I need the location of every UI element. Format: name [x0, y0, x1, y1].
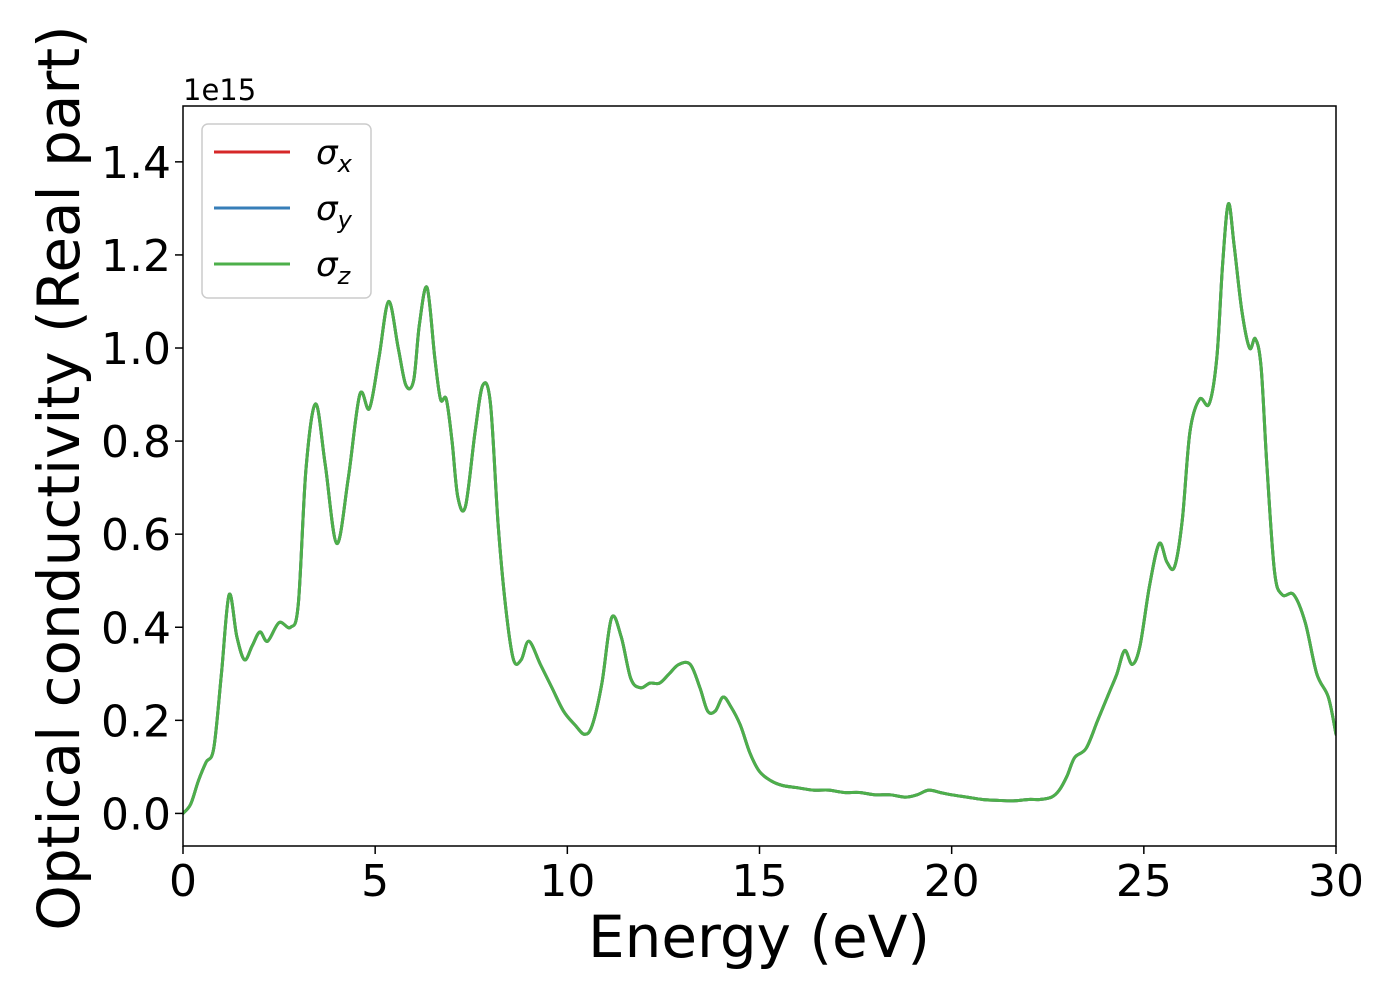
legend-subscript: y [337, 206, 353, 234]
legend-label: σz [316, 245, 352, 290]
x-tick-label: 25 [1116, 856, 1172, 907]
y-tick-label: 1.2 [101, 231, 171, 282]
x-tick-label: 30 [1308, 856, 1364, 907]
y-tick-label: 0.8 [101, 417, 171, 468]
legend-symbol: σ [316, 133, 339, 173]
x-axis: 0 5 10 15 20 25 30 [169, 846, 1364, 907]
y-tick-label: 0.6 [101, 510, 171, 561]
legend-subscript: x [337, 150, 353, 178]
x-tick-label: 0 [169, 856, 197, 907]
y-axis: 0.0 0.2 0.4 0.6 0.8 1.0 1.2 1.4 [101, 138, 183, 840]
series-layer [183, 202, 1336, 815]
y-tick-label: 0.0 [101, 789, 171, 840]
legend-label: σy [316, 189, 353, 234]
y-tick-label: 0.2 [101, 696, 171, 747]
legend-label: σx [316, 133, 353, 178]
x-tick-label: 10 [539, 856, 595, 907]
y-tick-label: 1.4 [101, 138, 171, 189]
legend-symbol: σ [316, 189, 339, 229]
y-offset-text: 1e15 [183, 73, 256, 107]
x-tick-label: 15 [732, 856, 788, 907]
x-axis-title: Energy (eV) [588, 903, 930, 971]
y-axis-title: Optical conductivity (Real part) [25, 25, 93, 930]
y-tick-label: 1.0 [101, 324, 171, 375]
x-tick-label: 5 [361, 856, 389, 907]
legend-box [201, 123, 372, 299]
series-line-σz [183, 202, 1336, 815]
y-tick-label: 0.4 [101, 603, 171, 654]
legend-subscript: z [337, 262, 352, 290]
x-tick-label: 20 [924, 856, 980, 907]
legend-symbol: σ [316, 245, 339, 285]
